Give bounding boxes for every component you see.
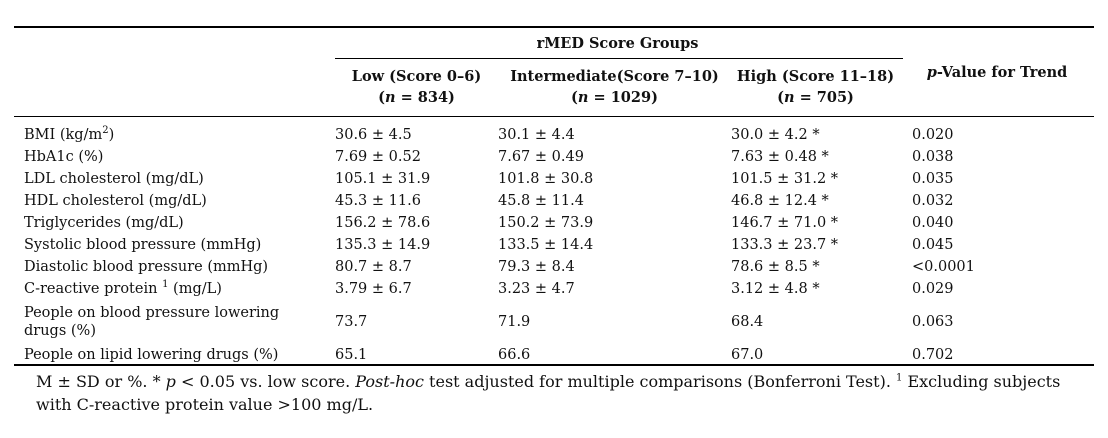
- cell-low: 30.6 ± 4.5: [335, 127, 412, 143]
- cell-high: 78.6 ± 8.5 *: [731, 259, 820, 275]
- cell-p-value: <0.0001: [912, 259, 975, 275]
- cell-low: 3.79 ± 6.7: [335, 281, 412, 297]
- table-row: People on blood pressure lowering drugs …: [14, 300, 1094, 344]
- cell-high: 30.0 ± 4.2 *: [731, 127, 820, 143]
- cell-high: 46.8 ± 12.4 *: [731, 193, 829, 209]
- row-label: Triglycerides (mg/dL): [24, 215, 184, 231]
- row-label: BMI (kg/m2): [24, 125, 115, 143]
- cell-high: 68.4: [731, 314, 764, 330]
- table-row: People on lipid lowering drugs (%) 65.1 …: [14, 344, 1094, 366]
- cell-low: 7.69 ± 0.52: [335, 149, 421, 165]
- cell-intermediate: 79.3 ± 8.4: [498, 259, 575, 275]
- row-label: People on lipid lowering drugs (%): [24, 347, 279, 363]
- cell-high: 146.7 ± 71.0 *: [731, 215, 839, 231]
- cell-intermediate: 66.6: [498, 347, 531, 363]
- n-high: (n = 705): [777, 89, 854, 106]
- cell-intermediate: 101.8 ± 30.8: [498, 171, 594, 187]
- cell-low: 135.3 ± 14.9: [335, 237, 431, 253]
- cell-high: 67.0: [731, 347, 764, 363]
- row-label: HDL cholesterol (mg/dL): [24, 193, 207, 209]
- cell-high: 3.12 ± 4.8 *: [731, 281, 820, 297]
- cell-low: 80.7 ± 8.7: [335, 259, 412, 275]
- cell-p-value: 0.702: [912, 347, 954, 363]
- cell-p-value: 0.032: [912, 193, 954, 209]
- column-header-intermediate: Intermediate(Score 7–10) (n = 1029): [498, 58, 731, 116]
- cell-intermediate: 45.8 ± 11.4: [498, 193, 584, 209]
- n-low: (n = 834): [378, 89, 455, 106]
- group-header: rMED Score Groups: [536, 34, 699, 52]
- cell-intermediate: 7.67 ± 0.49: [498, 149, 584, 165]
- row-label: HbA1c (%): [24, 149, 104, 165]
- table-footnote: M ± SD or %. * p < 0.05 vs. low score. P…: [36, 372, 1061, 414]
- table-row: HbA1c (%) 7.69 ± 0.52 7.67 ± 0.49 7.63 ±…: [14, 146, 1094, 168]
- n-intermediate: (n = 1029): [571, 89, 658, 106]
- p-header-rest: -Value for Trend: [936, 63, 1068, 81]
- cell-high: 133.3 ± 23.7 *: [731, 237, 839, 253]
- row-label: People on blood pressure lowering drugs …: [24, 305, 280, 339]
- column-header-low: Low (Score 0–6) (n = 834): [335, 58, 498, 116]
- top-rule: [14, 26, 1094, 28]
- cell-p-value: 0.040: [912, 215, 954, 231]
- cell-p-value: 0.045: [912, 237, 954, 253]
- cell-intermediate: 30.1 ± 4.4: [498, 127, 575, 143]
- row-label: Diastolic blood pressure (mmHg): [24, 259, 269, 275]
- cell-intermediate: 3.23 ± 4.7: [498, 281, 575, 297]
- row-label: Systolic blood pressure (mmHg): [24, 237, 262, 253]
- bottom-rule: [14, 364, 1094, 366]
- group-rule: [335, 58, 903, 59]
- cell-p-value: 0.029: [912, 281, 954, 297]
- table-row: Triglycerides (mg/dL) 156.2 ± 78.6 150.2…: [14, 212, 1094, 234]
- row-label: LDL cholesterol (mg/dL): [24, 171, 204, 187]
- table-row: C-reactive protein 1 (mg/L) 3.79 ± 6.7 3…: [14, 278, 1094, 300]
- row-label: C-reactive protein 1 (mg/L): [24, 279, 222, 297]
- cell-low: 65.1: [335, 347, 368, 363]
- cell-p-value: 0.063: [912, 314, 954, 330]
- cell-high: 7.63 ± 0.48 *: [731, 149, 829, 165]
- table-row: LDL cholesterol (mg/dL) 105.1 ± 31.9 101…: [14, 168, 1094, 190]
- cell-intermediate: 133.5 ± 14.4: [498, 237, 594, 253]
- table-row: Systolic blood pressure (mmHg) 135.3 ± 1…: [14, 234, 1094, 256]
- results-table: rMED Score Groups p-Value for Trend Low …: [14, 28, 1094, 366]
- cell-p-value: 0.020: [912, 127, 954, 143]
- cell-intermediate: 150.2 ± 73.9: [498, 215, 594, 231]
- table-row: HDL cholesterol (mg/dL) 45.3 ± 11.6 45.8…: [14, 190, 1094, 212]
- cell-p-value: 0.035: [912, 171, 954, 187]
- column-header-high: High (Score 11–18) (n = 705): [731, 58, 900, 116]
- table-row: BMI (kg/m2) 30.6 ± 4.5 30.1 ± 4.4 30.0 ±…: [14, 124, 1094, 146]
- table-row: Diastolic blood pressure (mmHg) 80.7 ± 8…: [14, 256, 1094, 278]
- p-header-italic: p: [926, 63, 937, 81]
- cell-low: 73.7: [335, 314, 368, 330]
- cell-p-value: 0.038: [912, 149, 954, 165]
- cell-intermediate: 71.9: [498, 314, 531, 330]
- p-value-header: p-Value for Trend: [900, 28, 1094, 116]
- cell-low: 105.1 ± 31.9: [335, 171, 431, 187]
- cell-low: 156.2 ± 78.6: [335, 215, 431, 231]
- header-rule: [14, 116, 1094, 117]
- cell-low: 45.3 ± 11.6: [335, 193, 421, 209]
- cell-high: 101.5 ± 31.2 *: [731, 171, 839, 187]
